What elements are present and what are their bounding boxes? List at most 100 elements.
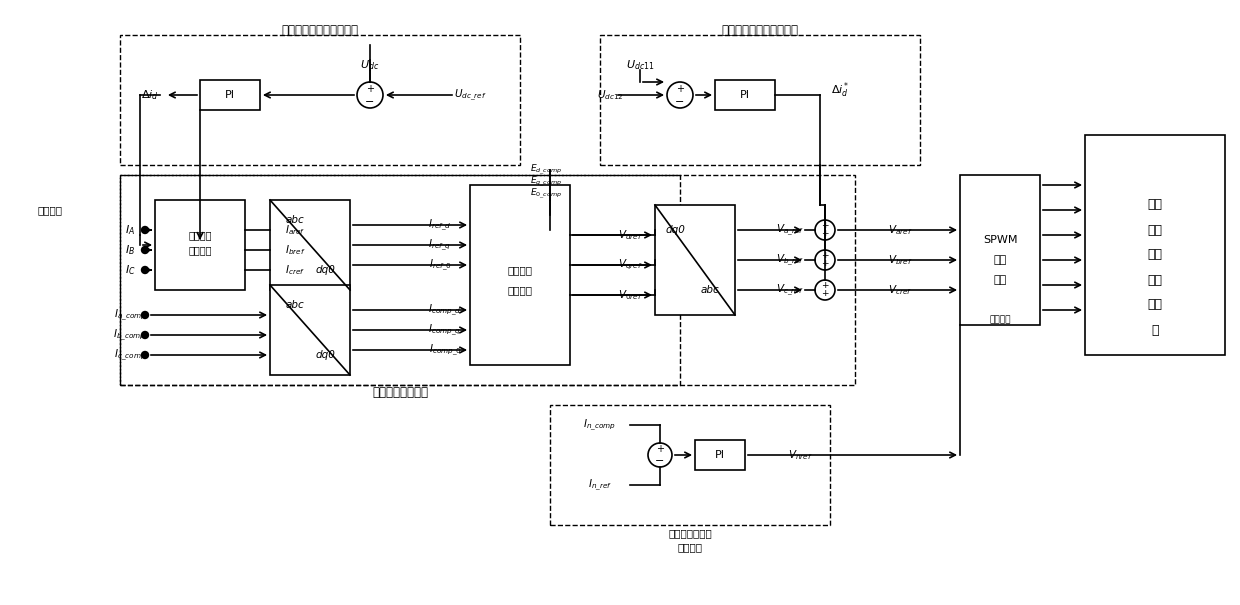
Bar [960, 175, 1040, 325]
Text: +: + [821, 250, 828, 260]
Text: 中性线电流反馈: 中性线电流反馈 [668, 528, 712, 538]
Text: 控制: 控制 [993, 255, 1007, 265]
Text: $V_{dref}$: $V_{dref}$ [618, 228, 642, 242]
Text: 补偿电流: 补偿电流 [188, 230, 212, 240]
Text: 脉冲指令: 脉冲指令 [990, 315, 1011, 324]
Circle shape [141, 332, 149, 339]
Text: abc: abc [285, 300, 304, 310]
Circle shape [649, 443, 672, 467]
Text: +: + [656, 444, 663, 454]
Text: $I_C$: $I_C$ [125, 263, 135, 277]
Text: +: + [366, 84, 374, 94]
Text: $U_{dc\_ref}$: $U_{dc\_ref}$ [454, 87, 486, 103]
Circle shape [815, 250, 835, 270]
Text: 线路电流: 线路电流 [37, 205, 62, 215]
Text: 提取模块: 提取模块 [188, 245, 212, 255]
Text: 平四: 平四 [1147, 223, 1163, 237]
Text: $I_{ref\_q}$: $I_{ref\_q}$ [429, 237, 451, 253]
Text: +: + [821, 220, 828, 229]
Text: $V_{cref}$: $V_{cref}$ [888, 283, 911, 297]
Text: $I_{a\_comp}$: $I_{a\_comp}$ [114, 307, 146, 322]
Circle shape [815, 280, 835, 300]
Text: 直流侧电压均衡控制模块: 直流侧电压均衡控制模块 [722, 24, 799, 36]
Text: PI: PI [740, 90, 750, 100]
Text: $U_{dc11}$: $U_{dc11}$ [626, 58, 655, 72]
Text: $I_{n\_comp}$: $I_{n\_comp}$ [584, 417, 616, 433]
Text: $V_{b\_ref}$: $V_{b\_ref}$ [776, 252, 804, 267]
Circle shape [141, 352, 149, 359]
Text: $I_{n\_ref}$: $I_{n\_ref}$ [588, 477, 613, 492]
Bar [1085, 135, 1225, 355]
Text: $V_{bref}$: $V_{bref}$ [888, 253, 913, 267]
Polygon shape [270, 285, 350, 375]
Text: $I_{b\_comp}$: $I_{b\_comp}$ [114, 327, 146, 342]
Text: 有源: 有源 [1147, 273, 1163, 287]
Text: $I_{bref}$: $I_{bref}$ [285, 243, 305, 257]
Text: $V_{c\_ref}$: $V_{c\_ref}$ [776, 283, 804, 298]
Text: +: + [821, 229, 828, 238]
Bar [551, 405, 830, 525]
Text: $\Delta i_d$: $\Delta i_d$ [141, 88, 159, 102]
Bar [120, 175, 856, 385]
Text: $V_{aref}$: $V_{aref}$ [888, 223, 913, 237]
Bar [200, 80, 260, 110]
Text: $V_{qref}$: $V_{qref}$ [618, 258, 642, 272]
Text: PI: PI [715, 450, 725, 460]
Text: $I_{ref\_d}$: $I_{ref\_d}$ [428, 217, 451, 232]
Polygon shape [655, 205, 735, 315]
Text: $V_{0ref}$: $V_{0ref}$ [618, 288, 642, 302]
Text: 桥臂: 桥臂 [1147, 249, 1163, 261]
Text: $I_{comp\_q}$: $I_{comp\_q}$ [429, 322, 461, 338]
Text: dq0: dq0 [315, 350, 335, 360]
Text: abc: abc [701, 285, 719, 295]
Text: $I_{ref\_0}$: $I_{ref\_0}$ [429, 257, 451, 273]
Text: 控制模块: 控制模块 [677, 542, 703, 552]
Text: $I_B$: $I_B$ [125, 243, 135, 257]
Text: +: + [821, 260, 828, 269]
Text: 器: 器 [1151, 324, 1158, 336]
Text: $E_{0\_comp}$: $E_{0\_comp}$ [529, 187, 562, 201]
Circle shape [141, 246, 149, 253]
Bar [155, 200, 246, 290]
Text: $E_{d\_comp}$: $E_{d\_comp}$ [529, 163, 562, 177]
Text: +: + [676, 84, 684, 94]
Text: $\Delta i_d^*$: $\Delta i_d^*$ [831, 80, 849, 100]
Text: PI: PI [224, 90, 236, 100]
Text: $E_{q\_comp}$: $E_{q\_comp}$ [529, 175, 562, 189]
Circle shape [141, 312, 149, 318]
Circle shape [815, 220, 835, 240]
Bar [120, 175, 680, 385]
Text: 前馈解耦: 前馈解耦 [507, 265, 532, 275]
Text: −: − [655, 456, 665, 466]
Text: 滤波: 滤波 [1147, 298, 1163, 312]
Polygon shape [270, 200, 350, 290]
Text: $V_{a\_ref}$: $V_{a\_ref}$ [776, 223, 804, 238]
Text: $I_{cref}$: $I_{cref}$ [285, 263, 305, 277]
Text: 三电: 三电 [1147, 198, 1163, 212]
Text: abc: abc [285, 215, 304, 225]
Circle shape [667, 82, 693, 108]
Text: $I_{comp\_d}$: $I_{comp\_d}$ [428, 302, 461, 318]
Text: 直流侧电压稳定控制模块: 直流侧电压稳定控制模块 [281, 24, 358, 36]
Text: −: − [676, 97, 684, 107]
Circle shape [141, 266, 149, 273]
Text: $I_A$: $I_A$ [125, 223, 135, 237]
Text: $I_{c\_comp}$: $I_{c\_comp}$ [114, 347, 146, 362]
Text: dq0: dq0 [315, 265, 335, 275]
Text: −: − [366, 97, 374, 107]
Circle shape [141, 226, 149, 234]
Text: $U_{dc12}$: $U_{dc12}$ [596, 88, 624, 102]
Bar [600, 35, 920, 165]
Text: dq0: dq0 [665, 225, 684, 235]
Bar [715, 80, 775, 110]
Text: 电流内环控制模块: 电流内环控制模块 [372, 387, 428, 399]
Circle shape [357, 82, 383, 108]
Text: 控制模块: 控制模块 [507, 285, 532, 295]
Bar [120, 35, 520, 165]
Text: SPWM: SPWM [983, 235, 1017, 245]
Bar [694, 440, 745, 470]
Text: +: + [821, 281, 828, 290]
Bar [470, 185, 570, 365]
Text: $U_{dc}$: $U_{dc}$ [361, 58, 379, 72]
Text: 模块: 模块 [993, 275, 1007, 285]
